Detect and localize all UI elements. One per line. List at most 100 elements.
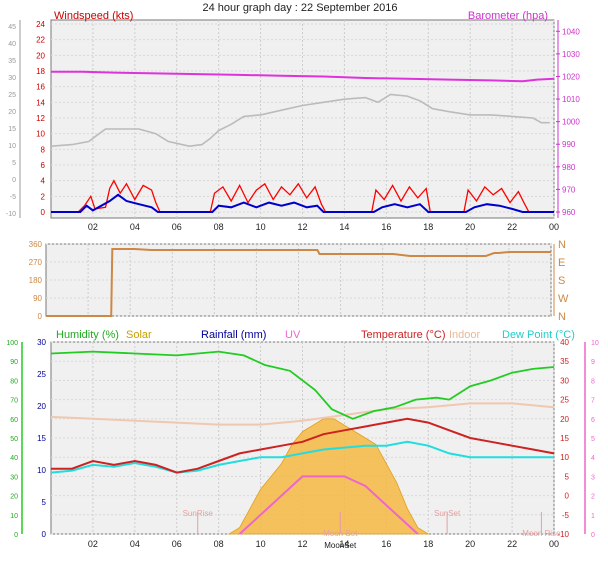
wind-y-inner-tick: 18: [36, 67, 45, 76]
annotation-moon-set: Moon Set: [323, 529, 358, 538]
baro-y-tick: 1000: [562, 118, 580, 127]
uv-y-tick: 1: [591, 513, 595, 520]
dir-y-tick: 360: [29, 240, 43, 249]
temp-y-tick: -10: [557, 530, 569, 539]
series-temperature: [51, 417, 555, 474]
wind-y-inner-tick: 22: [36, 36, 45, 45]
dir-y-tick: 0: [38, 312, 43, 321]
cl-x-tick: 02: [88, 539, 98, 549]
cl-x-tick: 12: [297, 539, 307, 549]
dir-y-tick: 270: [29, 258, 43, 267]
wind-x-tick: 04: [130, 222, 140, 232]
graph-title: 24 hour graph day : 22 September 2016: [202, 2, 397, 14]
series-indoor: [50, 402, 555, 426]
cl-x-tick: 20: [465, 539, 475, 549]
rain-y-tick: 0: [42, 530, 47, 539]
uv-y-tick: 3: [591, 474, 595, 481]
dir-compass-label: N: [558, 311, 566, 323]
temp-y-tick: 25: [560, 396, 569, 405]
annotation-sunrise: SunRise: [183, 509, 214, 518]
cl-x-tick: 00: [549, 539, 559, 549]
dir-y-tick: 90: [33, 294, 42, 303]
wind-series-windspeed-kts-: [51, 179, 554, 213]
wind-y-outer-tick: 40: [8, 41, 16, 48]
wind-series-avg: [51, 193, 554, 213]
wind-x-tick: 08: [214, 222, 224, 232]
baro-y-tick: 960: [562, 208, 576, 217]
series-humidity: [50, 350, 555, 420]
climate-panel: Humidity (%) Solar Rainfall (mm) UV Temp…: [6, 329, 599, 550]
wind-x-tick: 18: [423, 222, 433, 232]
humidity-y-tick: 60: [10, 417, 18, 424]
rain-y-tick: 20: [37, 402, 46, 411]
humidity-y-tick: 20: [10, 494, 18, 501]
uv-y-tick: 10: [591, 340, 599, 347]
humidity-y-tick: 90: [10, 359, 18, 366]
wind-y-outer-tick: 45: [8, 24, 16, 31]
wind-y-outer-tick: 5: [12, 160, 16, 167]
wind-x-tick: 06: [172, 222, 182, 232]
wind-y-inner-tick: 6: [41, 161, 46, 170]
wind-x-tick: 16: [381, 222, 391, 232]
humidity-y-tick: 0: [14, 532, 18, 539]
temp-y-tick: 20: [560, 415, 569, 424]
temp-y-tick: 0: [565, 492, 570, 501]
legend-dewpoint: Dew Point (°C): [502, 329, 575, 341]
uv-y-tick: 0: [591, 532, 595, 539]
wind-y-outer-tick: 20: [8, 109, 16, 116]
temp-y-tick: 40: [560, 338, 569, 347]
rain-y-tick: 25: [37, 370, 46, 379]
rain-y-tick: 30: [37, 338, 46, 347]
baro-y-tick: 1040: [562, 27, 580, 36]
uv-y-tick: 8: [591, 378, 595, 385]
dir-series-direction: [46, 248, 551, 317]
temp-y-tick: 30: [560, 376, 569, 385]
wind-x-tick: 00: [549, 222, 559, 232]
dir-compass-label: N: [558, 239, 566, 251]
wind-y-inner-tick: 12: [36, 114, 45, 123]
dir-y-tick: 180: [29, 276, 43, 285]
wind-series-gray: [50, 93, 550, 148]
wind-y-inner-tick: 24: [36, 20, 45, 29]
baro-y-tick: 1030: [562, 50, 580, 59]
baro-y-tick: 970: [562, 185, 576, 194]
cl-x-tick: 10: [256, 539, 266, 549]
wind-x-tick: 10: [256, 222, 266, 232]
uv-y-tick: 2: [591, 494, 595, 501]
cl-x-tick: 22: [507, 539, 517, 549]
humidity-y-tick: 80: [10, 378, 18, 385]
baro-y-tick: 980: [562, 163, 576, 172]
temp-y-tick: 5: [565, 472, 570, 481]
wind-y-inner-tick: 14: [36, 98, 45, 107]
series-dewpoint: [50, 440, 554, 474]
temp-y-tick: 15: [560, 434, 569, 443]
dir-compass-label: W: [558, 293, 569, 305]
legend-indoor: Indoor: [449, 329, 481, 341]
humidity-y-tick: 50: [10, 436, 18, 443]
temp-y-tick: -5: [562, 511, 570, 520]
wind-y-inner-tick: 2: [41, 192, 46, 201]
wind-y-outer-tick: 0: [12, 177, 16, 184]
temp-y-tick: 35: [560, 357, 569, 366]
wind-y-outer-tick: -10: [6, 211, 16, 218]
uv-y-tick: 9: [591, 359, 595, 366]
cl-x-tick: 04: [130, 539, 140, 549]
temp-y-tick: 10: [560, 453, 569, 462]
legend-uv: UV: [285, 329, 301, 341]
wind-y-inner-tick: 4: [41, 177, 46, 186]
wind-x-tick: 20: [465, 222, 475, 232]
series-uv: [238, 475, 419, 535]
baro-y-tick: 1010: [562, 95, 580, 104]
wind-x-tick: 02: [88, 222, 98, 232]
dir-compass-label: S: [558, 275, 565, 287]
uv-y-tick: 7: [591, 398, 595, 405]
wind-y-outer-tick: 15: [8, 126, 16, 133]
legend-temperature: Temperature (°C): [361, 329, 445, 341]
wind-y-inner-tick: 0: [41, 208, 46, 217]
wind-legend-left: Windspeed (kts): [54, 10, 133, 22]
wind-y-outer-tick: 10: [8, 143, 16, 150]
legend-rainfall: Rainfall (mm): [201, 329, 266, 341]
wind-x-tick: 12: [297, 222, 307, 232]
